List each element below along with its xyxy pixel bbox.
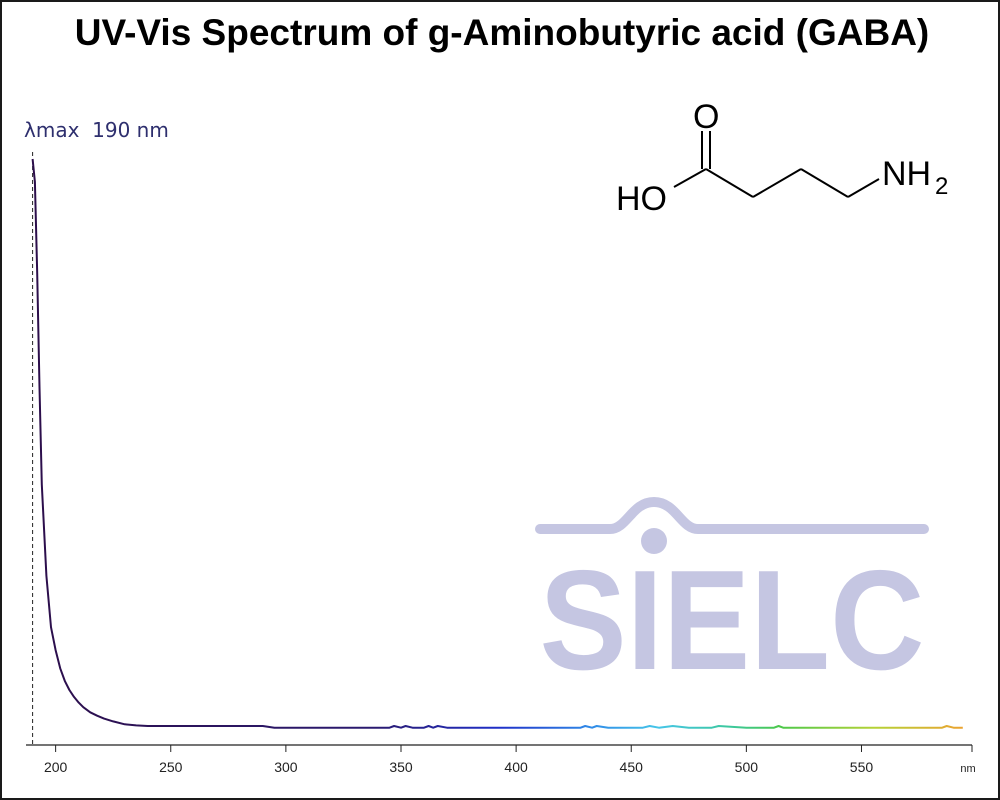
oxygen-label: O [693, 98, 719, 136]
x-axis-unit: nm [960, 763, 975, 775]
chart-title: UV-Vis Spectrum of g-Aminobutyric acid (… [74, 12, 930, 53]
x-tick-label: 300 [274, 759, 298, 775]
lambda-max-label: λmax 190 nm [24, 118, 169, 142]
sielc-watermark: SIELC [535, 496, 929, 682]
bond-chain-4 [847, 178, 880, 198]
x-tick-label: 350 [389, 759, 413, 775]
x-tick-label: 500 [735, 759, 759, 775]
watermark-text: SIELC [540, 541, 925, 682]
bond-c-oh [673, 168, 707, 188]
amine-label: NH [882, 155, 931, 193]
x-tick-label: 550 [850, 759, 874, 775]
bond-chain-2 [752, 168, 802, 198]
gaba-structure: O HO NH 2 [616, 98, 948, 218]
spectrum-line [31, 158, 963, 729]
x-tick-label: 400 [504, 759, 528, 775]
bond-chain-1 [705, 168, 754, 198]
watermark-wave [535, 496, 929, 534]
x-tick-label: 450 [620, 759, 644, 775]
hydroxyl-label: HO [616, 180, 667, 218]
x-tick-label: 250 [159, 759, 183, 775]
x-axis: 200 250 300 350 400 450 500 550 [26, 744, 973, 775]
bond-chain-3 [800, 168, 849, 198]
x-tick-label: 200 [44, 759, 68, 775]
amine-subscript: 2 [935, 173, 948, 200]
watermark-i-dot [641, 528, 667, 554]
